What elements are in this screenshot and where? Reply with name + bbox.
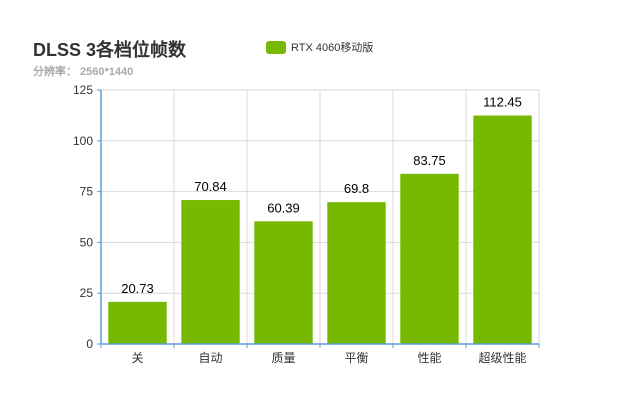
- bar-value-label: 60.39: [267, 200, 300, 215]
- legend-swatch: [266, 40, 286, 54]
- x-tick-label: 超级性能: [478, 350, 526, 365]
- bar-value-label: 112.45: [483, 95, 522, 110]
- bar: [254, 221, 313, 344]
- y-tick-label: 25: [80, 286, 94, 300]
- legend-label: RTX 4060移动版: [291, 42, 374, 54]
- bar-value-label: 83.75: [413, 153, 446, 168]
- bar: [400, 173, 459, 344]
- x-tick-label: 性能: [417, 351, 441, 365]
- legend[interactable]: RTX 4060移动版: [266, 39, 373, 55]
- y-tick-label: 0: [86, 337, 93, 351]
- bar-value-label: 70.84: [194, 179, 227, 194]
- bar-value-label: 69.8: [344, 181, 369, 196]
- x-tick-label: 平衡: [344, 351, 368, 365]
- y-tick-label: 50: [80, 235, 94, 249]
- bar: [327, 202, 386, 344]
- bar: [473, 115, 532, 344]
- chart-subtitle: 分辨率： 2560*1440: [33, 66, 134, 78]
- y-tick-label: 75: [80, 185, 94, 199]
- chart-title: DLSS 3各档位帧数: [33, 40, 187, 60]
- y-tick-label: 125: [73, 83, 93, 97]
- x-tick-label: 自动: [198, 351, 222, 365]
- bar-value-label: 20.73: [121, 281, 154, 296]
- y-tick-label: 100: [73, 134, 93, 148]
- x-tick-label: 质量: [271, 351, 295, 365]
- bar: [108, 301, 167, 344]
- x-tick-label: 关: [131, 351, 143, 365]
- bar: [181, 200, 240, 344]
